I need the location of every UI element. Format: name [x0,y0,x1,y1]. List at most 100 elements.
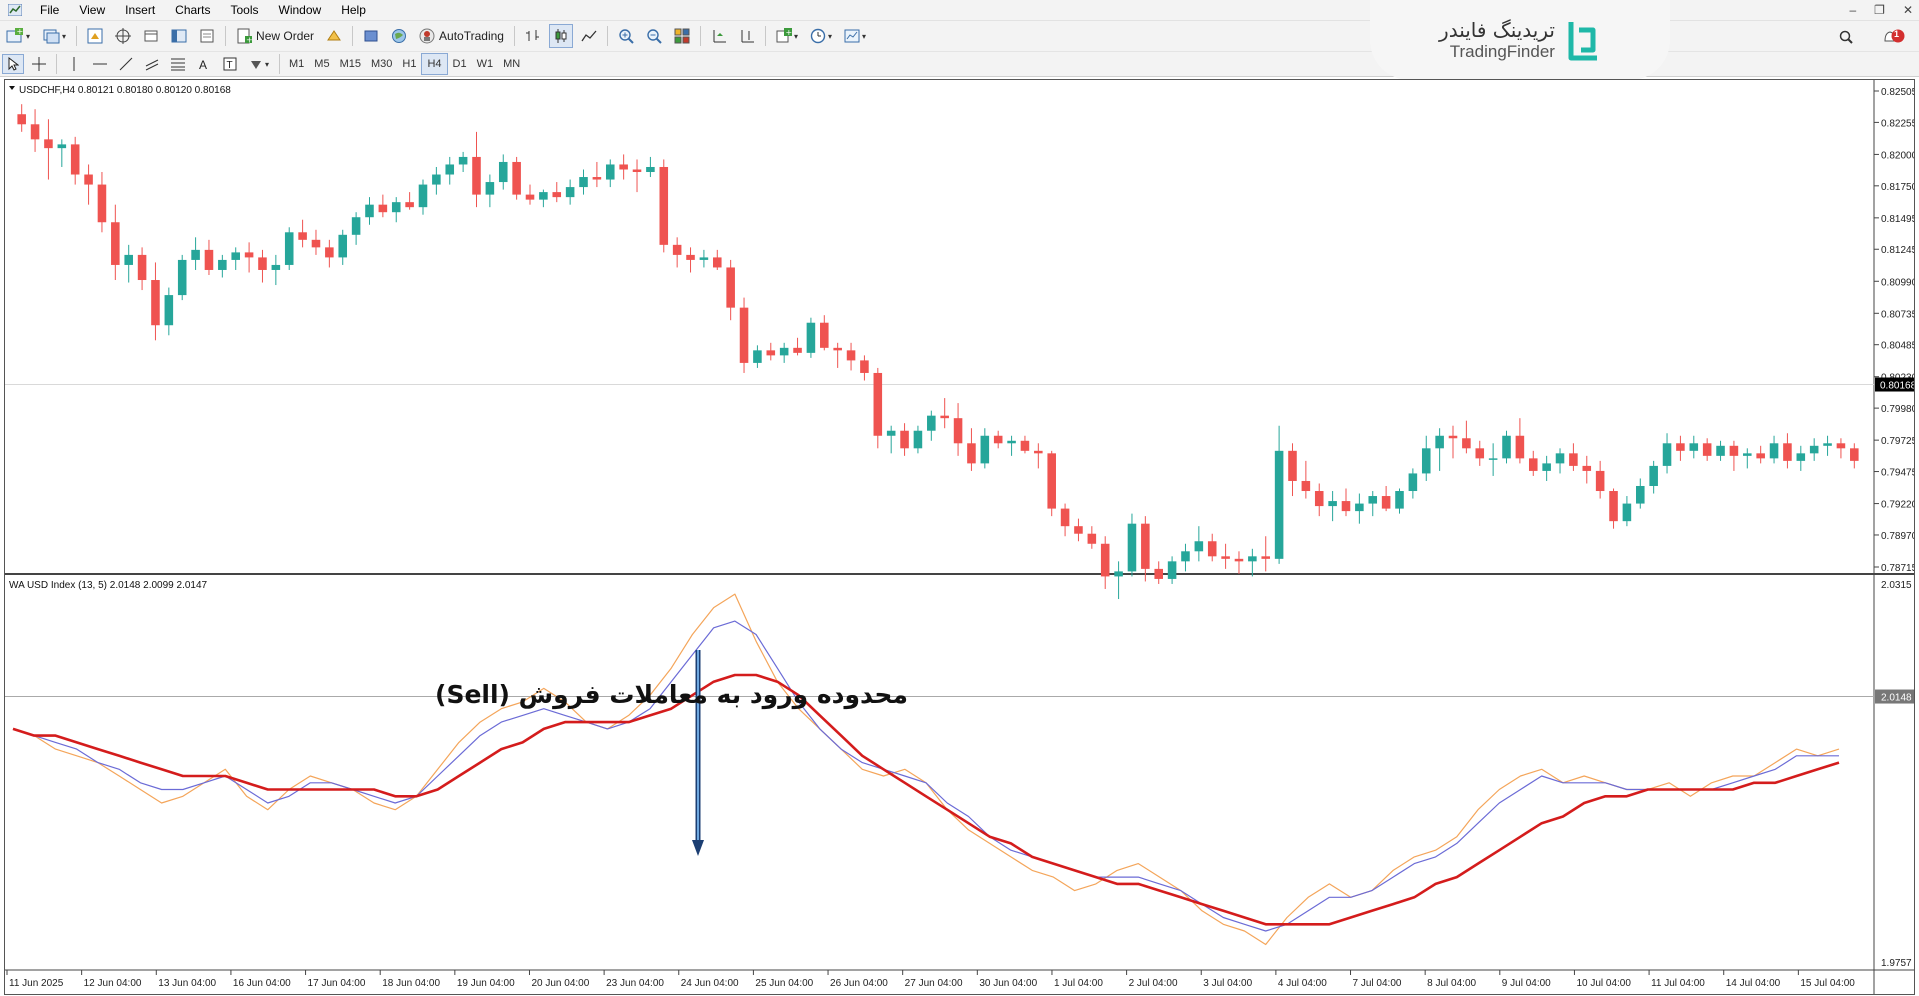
candle [1408,468,1418,499]
candle [632,159,642,193]
candle [539,189,548,208]
candle-body [953,418,963,444]
fibonacci-button[interactable] [167,54,189,74]
zoom-in-button[interactable] [614,24,638,48]
text-label-icon: T [223,57,237,71]
line-chart-button[interactable] [577,24,601,48]
timeframe-m1[interactable]: M1 [289,58,305,70]
market-watch-button[interactable] [83,24,107,48]
new-order-button[interactable]: + New Order [232,24,318,48]
chart-window[interactable]: 0.82505 0.82255 0.82000 0.81750 0.81495 0.812… [4,79,1915,995]
search-icon [1839,30,1853,44]
text-button[interactable]: A [193,54,215,74]
menu-help[interactable]: Help [341,3,366,17]
date-label: 4 Jul 04:00 [1278,978,1327,989]
signals-icon [364,30,378,42]
search-button[interactable] [1835,25,1857,49]
indicator-value-marker [1875,689,1914,704]
toolbar-separator [76,26,78,46]
toolbar-separator [606,26,608,46]
menu-charts[interactable]: Charts [175,3,211,17]
restore-icon[interactable]: ❐ [1874,3,1885,17]
timeframe-mn[interactable]: MN [503,58,521,70]
terminal-button[interactable] [167,24,191,48]
metaeditor-button[interactable] [322,24,346,48]
candle [1555,448,1565,474]
periods-button[interactable]: ▾ [806,24,836,48]
minimize-icon[interactable]: – [1849,3,1857,17]
equidistant-channel-button[interactable] [141,54,163,74]
candle-body [980,435,990,464]
candle [1515,418,1525,464]
indicator-slow-line [12,673,1840,926]
candle [833,342,842,368]
data-window-button[interactable] [139,24,163,48]
timeframe-h4[interactable]: H4 [421,53,448,75]
candle-body [1167,561,1177,579]
date-label: 30 Jun 04:00 [979,978,1037,989]
candle-body [1381,496,1391,509]
autotrading-button[interactable]: AutoTrading [415,24,508,48]
navigator-button[interactable] [111,24,135,48]
strategy-tester-button[interactable] [195,24,219,48]
timeframe-m15[interactable]: M15 [339,58,361,70]
menu-view[interactable]: View [79,3,106,17]
candle [552,182,562,203]
tile-windows-button[interactable] [670,24,694,48]
menu-window[interactable]: Window [278,3,322,17]
market-button[interactable] [387,24,411,48]
chart-shift-button[interactable] [735,24,759,48]
price-label: 0.78715 [1881,563,1914,574]
candle-body [672,244,682,255]
timeframe-h1[interactable]: H1 [402,58,417,70]
close-icon[interactable]: ✕ [1902,3,1913,17]
candle [900,423,909,456]
timeframe-m30[interactable]: M30 [370,58,393,70]
zoom-out-button[interactable] [642,24,666,48]
candle-body [579,177,588,188]
candle [672,237,682,268]
menu-file[interactable]: File [40,3,60,17]
candle [886,425,896,454]
text-label-button[interactable]: T [219,54,241,74]
candle [124,244,133,283]
candle-body [1850,448,1859,461]
bar-chart-button[interactable] [521,24,545,48]
candlestick-button[interactable] [548,24,573,48]
auto-scroll-button[interactable] [707,24,731,48]
signals-button[interactable] [359,24,383,48]
profiles-button[interactable]: ▾ [38,24,70,48]
candle [244,242,254,273]
arrow-icon [251,61,261,69]
timeframe-w1[interactable]: W1 [476,58,494,70]
cursor-button[interactable] [2,54,24,74]
notifications-button[interactable]: 1 [1877,25,1909,49]
vertical-line-button[interactable] [63,54,85,74]
candle [1355,493,1364,524]
candle [258,249,267,283]
tradingfinder-logo: تریدینگ فایندر TradingFinder [1370,0,1670,80]
crosshair-button[interactable] [28,54,50,74]
chart-canvas[interactable]: 0.82505 0.82255 0.82000 0.81750 0.81495 0.812… [5,80,1914,994]
new-chart-button[interactable]: + ▾ [2,24,34,48]
horizontal-line-button[interactable] [89,54,111,74]
candle [927,410,936,441]
date-label: 2 Jul 04:00 [1129,978,1178,989]
candle-body [1368,496,1378,504]
candle-body [1301,480,1311,492]
candle-body [311,239,321,248]
indicators-button[interactable]: + ▾ [772,24,802,48]
menu-insert[interactable]: Insert [125,3,156,17]
templates-button[interactable]: ▾ [840,24,870,48]
candle [1034,443,1043,469]
trendline-button[interactable] [115,54,137,74]
candle-body [1181,551,1190,562]
timeframe-m5[interactable]: M5 [314,58,330,70]
notification-count: 1 [1893,29,1899,39]
timeframe-d1[interactable]: D1 [452,58,467,70]
arrows-button[interactable]: ▾ [245,54,273,74]
candle-body [846,350,856,361]
candle [1502,430,1511,464]
candle [57,139,67,167]
menu-tools[interactable]: Tools [230,3,259,17]
